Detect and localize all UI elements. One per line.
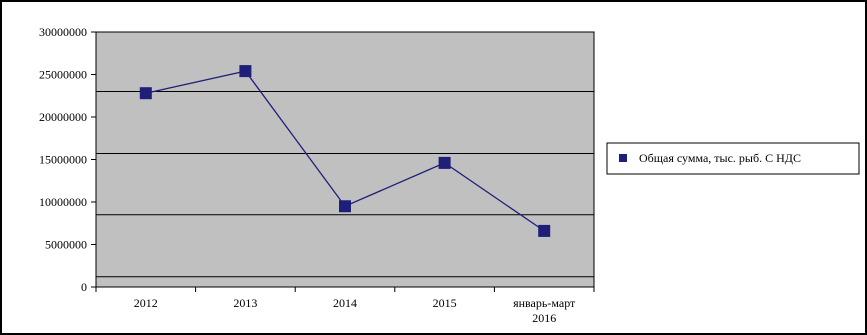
y-axis: 30000000 25000000 20000000 15000000 10000000… (39, 25, 97, 294)
x-tick-label: 2015 (433, 296, 457, 310)
legend-marker (619, 154, 627, 162)
y-tick-label: 20000000 (39, 110, 87, 124)
y-tick-label: 0 (81, 280, 87, 294)
y-tick-label: 25000000 (39, 68, 87, 82)
y-tick-label: 30000000 (39, 25, 87, 39)
x-tick-label: 2014 (333, 296, 357, 310)
y-tick-label: 10000000 (39, 195, 87, 209)
x-tick-label: январь-март 2016 (513, 296, 576, 325)
y-tick-label: 5000000 (45, 238, 87, 252)
legend-label: Общая сумма, тыс. рыб. С НДС (639, 151, 801, 165)
data-point (339, 200, 351, 213)
data-point (139, 87, 152, 100)
legend-box (606, 142, 860, 175)
series-group (139, 65, 551, 237)
gridlines (96, 91, 594, 278)
x-tick-label: 2013 (233, 296, 257, 310)
data-point (438, 156, 451, 169)
plot-area (95, 31, 595, 288)
legend: Общая сумма, тыс. рыб. С НДС (606, 142, 860, 175)
x-axis: 2012 2013 2014 2015 январь-март 2016 (95, 286, 595, 325)
y-tick-label: 15000000 (39, 153, 87, 167)
x-tick-label: 2012 (134, 296, 158, 310)
data-point (239, 65, 252, 78)
data-point (538, 224, 551, 237)
